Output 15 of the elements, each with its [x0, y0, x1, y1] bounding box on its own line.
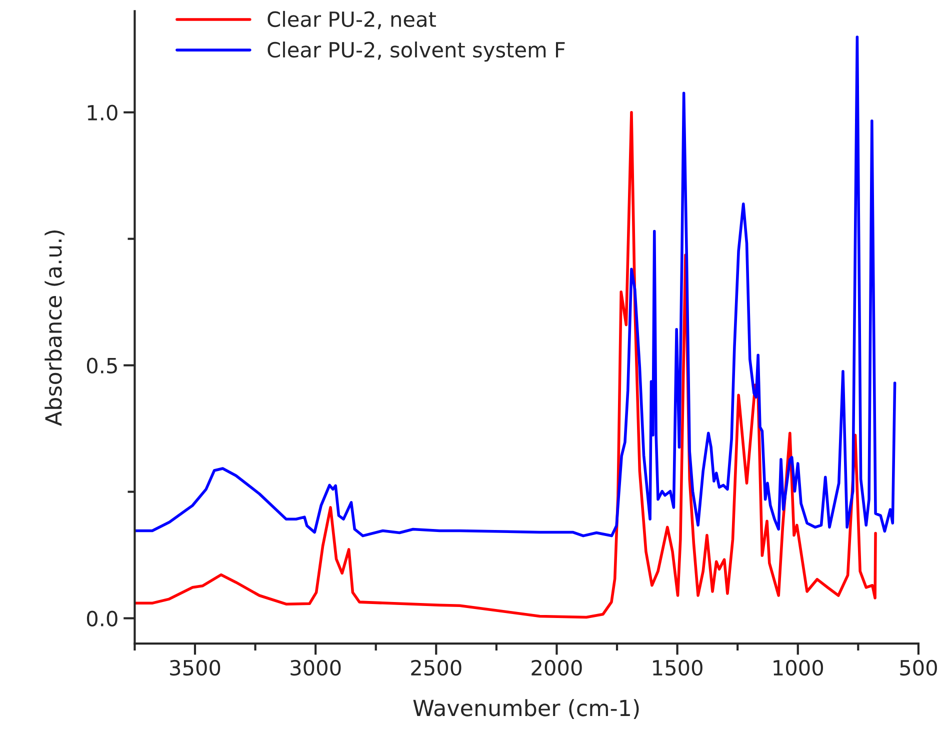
x-tick-label: 1500: [653, 660, 702, 676]
y-tick-label: 0.0: [86, 610, 118, 626]
x-tick-label: 3500: [170, 660, 220, 676]
x-tick-label: 500: [900, 660, 937, 676]
x-tick-label: 1000: [774, 660, 823, 676]
y-axis-title: Absorbance (a.u.): [44, 230, 64, 426]
x-tick-label: 2500: [411, 660, 462, 676]
legend-label: Clear PU-2, neat: [268, 10, 436, 30]
x-tick-label: 3000: [290, 660, 341, 676]
line-series: [134, 36, 896, 538]
x-axis-title: Wavenumber (cm-1): [413, 699, 639, 719]
y-tick-label: 1.0: [88, 104, 118, 121]
x-tick-label: 2000: [532, 660, 582, 676]
y-tick-label: 0.5: [86, 358, 117, 374]
legend-label: Clear PU-2, solvent system F: [268, 42, 565, 62]
